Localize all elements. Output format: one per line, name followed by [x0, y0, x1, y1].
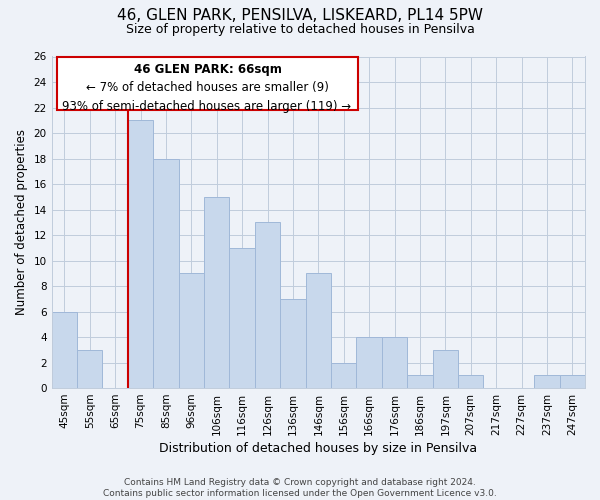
Bar [356, 337, 382, 388]
Y-axis label: Number of detached properties: Number of detached properties [15, 130, 28, 316]
Bar [204, 197, 229, 388]
Bar [229, 248, 255, 388]
Bar [433, 350, 458, 388]
Bar [305, 274, 331, 388]
Bar [458, 376, 484, 388]
Bar [52, 312, 77, 388]
Text: ← 7% of detached houses are smaller (9): ← 7% of detached houses are smaller (9) [86, 82, 329, 94]
Bar [331, 362, 356, 388]
Text: 46, GLEN PARK, PENSILVA, LISKEARD, PL14 5PW: 46, GLEN PARK, PENSILVA, LISKEARD, PL14 … [117, 8, 483, 22]
Bar [153, 158, 179, 388]
Text: Contains HM Land Registry data © Crown copyright and database right 2024.
Contai: Contains HM Land Registry data © Crown c… [103, 478, 497, 498]
Bar [280, 299, 305, 388]
Text: Size of property relative to detached houses in Pensilva: Size of property relative to detached ho… [125, 22, 475, 36]
Bar [407, 376, 433, 388]
FancyBboxPatch shape [57, 56, 358, 110]
Bar [179, 274, 204, 388]
Text: 46 GLEN PARK: 66sqm: 46 GLEN PARK: 66sqm [134, 63, 281, 76]
Bar [77, 350, 103, 388]
Bar [255, 222, 280, 388]
Bar [560, 376, 585, 388]
Bar [128, 120, 153, 388]
X-axis label: Distribution of detached houses by size in Pensilva: Distribution of detached houses by size … [159, 442, 478, 455]
Text: 93% of semi-detached houses are larger (119) →: 93% of semi-detached houses are larger (… [62, 100, 352, 112]
Bar [534, 376, 560, 388]
Bar [382, 337, 407, 388]
